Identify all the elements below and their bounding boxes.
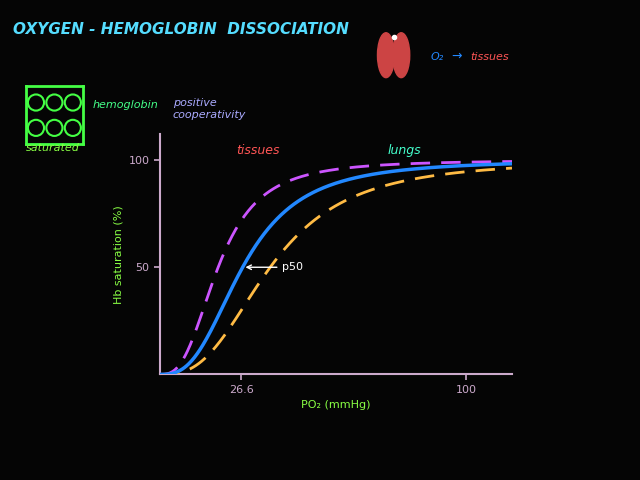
Text: saturated: saturated xyxy=(26,143,79,153)
Text: tissues: tissues xyxy=(236,144,280,156)
Text: hemoglobin: hemoglobin xyxy=(93,100,159,110)
Text: tissues: tissues xyxy=(470,52,509,62)
Y-axis label: Hb saturation (%): Hb saturation (%) xyxy=(113,205,123,304)
Text: O₂: O₂ xyxy=(430,52,444,62)
Ellipse shape xyxy=(393,33,410,78)
Text: positive
cooperativity: positive cooperativity xyxy=(173,98,246,120)
Ellipse shape xyxy=(378,33,394,78)
X-axis label: PO₂ (mmHg): PO₂ (mmHg) xyxy=(301,400,371,410)
Text: lungs: lungs xyxy=(388,144,422,156)
Text: p50: p50 xyxy=(247,262,303,272)
Text: →: → xyxy=(451,50,461,63)
Text: OXYGEN - HEMOGLOBIN  DISSOCIATION: OXYGEN - HEMOGLOBIN DISSOCIATION xyxy=(13,22,349,36)
